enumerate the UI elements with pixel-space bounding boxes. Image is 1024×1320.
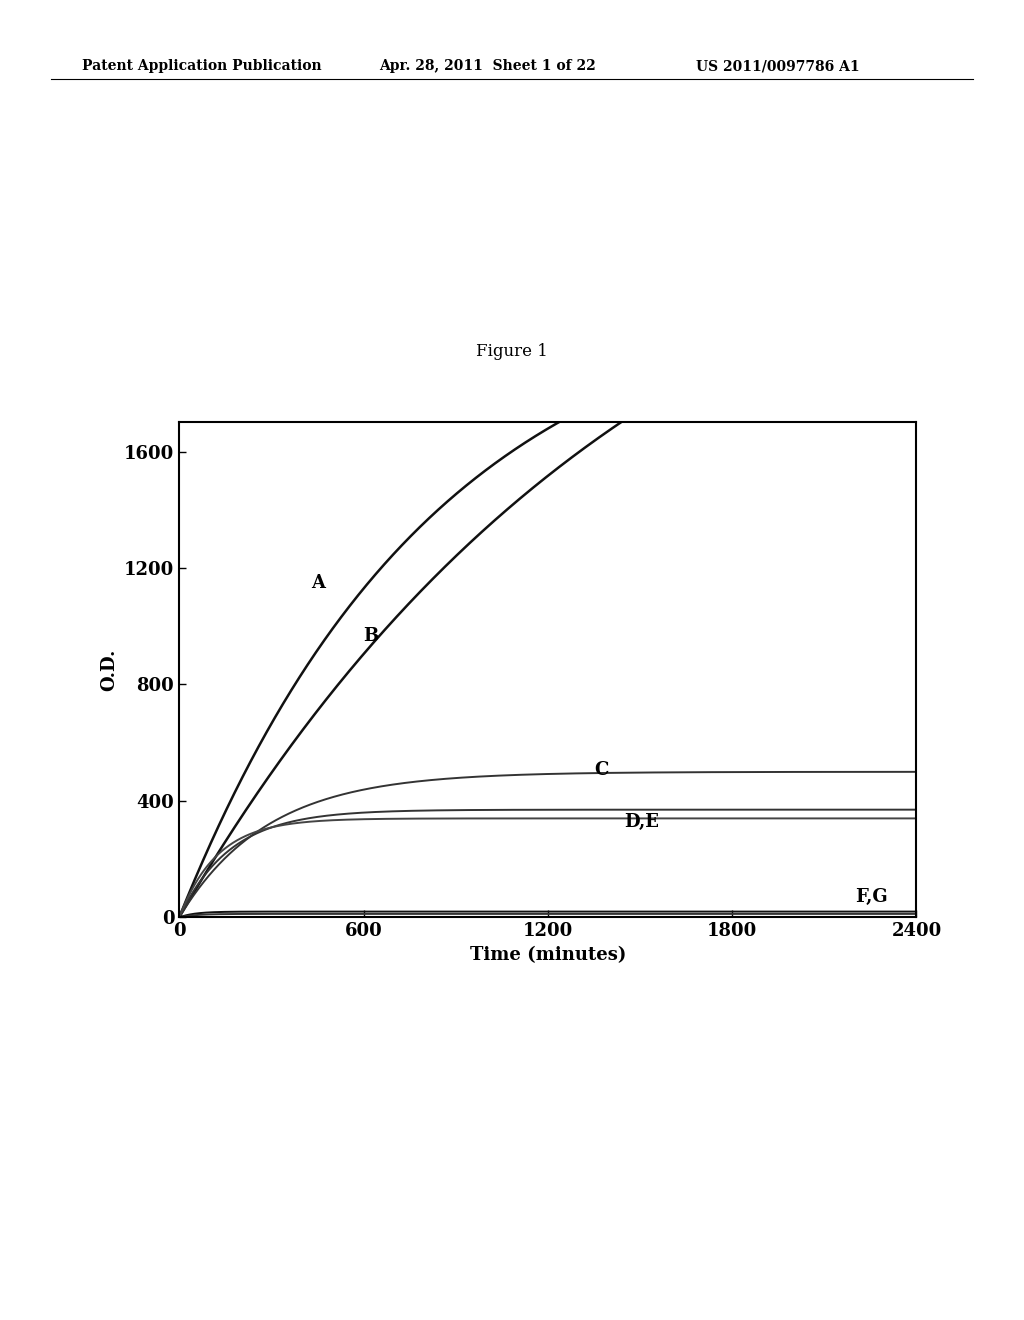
Text: US 2011/0097786 A1: US 2011/0097786 A1 (696, 59, 860, 74)
Text: F,G: F,G (855, 888, 888, 907)
Text: Figure 1: Figure 1 (476, 343, 548, 360)
Text: D,E: D,E (625, 813, 659, 832)
Text: Apr. 28, 2011  Sheet 1 of 22: Apr. 28, 2011 Sheet 1 of 22 (379, 59, 596, 74)
X-axis label: Time (minutes): Time (minutes) (470, 946, 626, 964)
Text: A: A (311, 574, 326, 593)
Text: B: B (364, 627, 379, 644)
Y-axis label: O.D.: O.D. (100, 648, 119, 692)
Text: C: C (594, 760, 608, 779)
Text: Patent Application Publication: Patent Application Publication (82, 59, 322, 74)
